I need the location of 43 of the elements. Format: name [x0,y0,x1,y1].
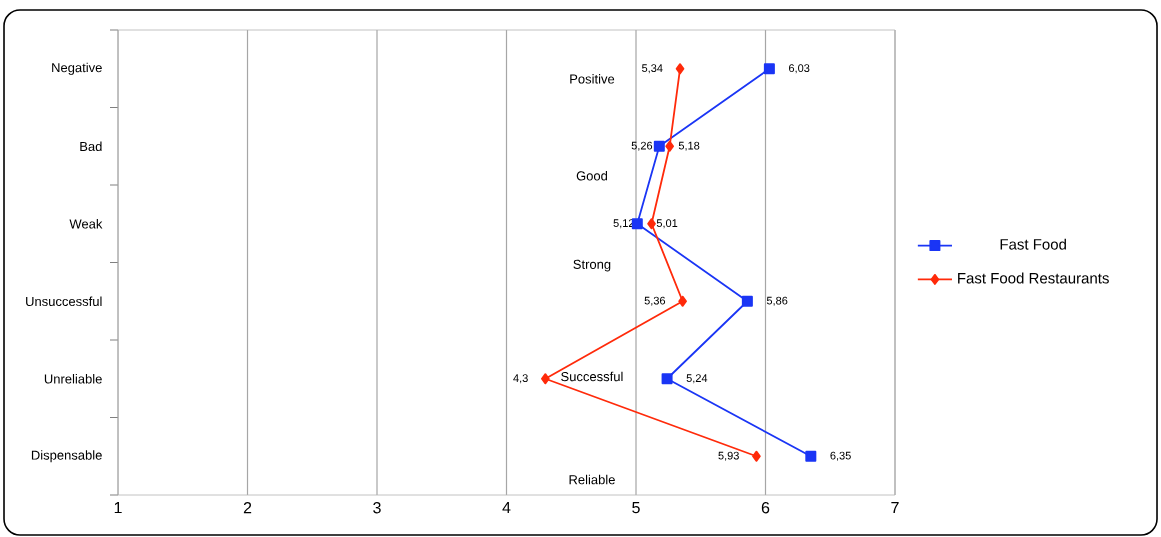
annotation: Successful [561,371,623,382]
x-tick-label: 3 [373,502,381,514]
legend-label: Fast Food Restaurants [958,272,1109,284]
data-label: 5,86 [766,296,788,306]
point [675,63,685,75]
data-label: 5,34 [641,64,663,74]
point [805,450,817,462]
point [752,450,761,462]
y-tick-label: Bad [80,141,102,152]
annotation: Good [576,170,608,181]
x-tick-label: 7 [891,502,899,514]
data-label: 5,24 [686,374,708,384]
text: Fast Food [1000,238,1066,250]
x-tick-label: 1 [114,502,122,514]
point [541,373,550,385]
annotation: Reliable [569,474,615,485]
y-tick-label: Weak [69,218,103,229]
data-label: 4,3 [513,374,528,384]
x-tick-label: 5 [632,502,640,514]
point [741,295,753,307]
point [665,140,675,152]
y-tick-label: Unsuccessful [26,296,102,307]
annotation: Strong [573,259,611,272]
data-label: 6,03 [789,64,810,74]
y-tick-label: Dispensable [31,450,102,463]
y-tick-label: Unreliable [44,373,102,384]
point [661,373,673,385]
data-label: 6,35 [830,451,851,461]
y-tick-label: Negative [52,62,102,75]
point [653,140,665,152]
x-tick-label: 4 [502,502,511,514]
x-tick-label: 2 [243,502,252,514]
data-label: 5,93 [718,451,739,461]
annotation: Positive [570,74,615,84]
point [678,295,687,307]
point [647,218,656,230]
data-label: 5,01 [656,219,678,229]
data-label: 5,18 [678,141,700,151]
data-label: 5,36 [644,296,666,306]
point [763,63,775,75]
point [631,218,643,230]
x-tick-label: 6 [761,502,770,514]
data-label: 5,26 [631,141,653,151]
